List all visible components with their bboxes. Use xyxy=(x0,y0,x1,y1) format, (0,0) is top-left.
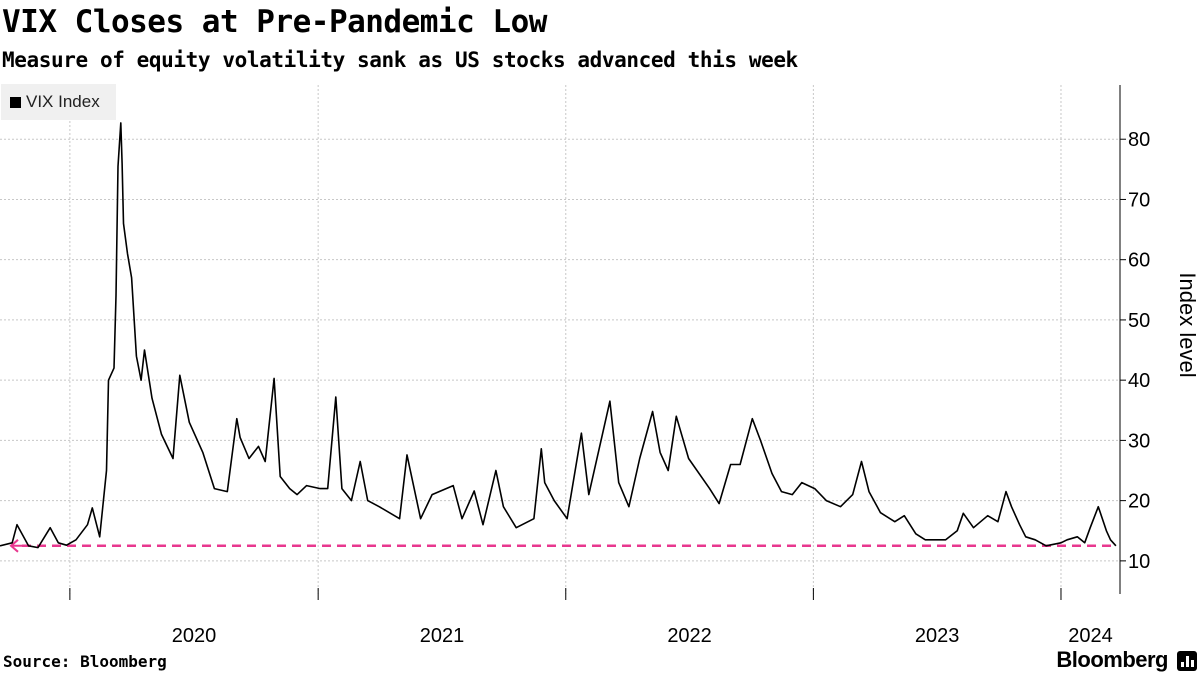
source-note: Source: Bloomberg xyxy=(3,652,167,671)
x-axis-tick-labels: 2020 2021 2022 2023 2024 xyxy=(172,625,1113,647)
bloomberg-bars-icon xyxy=(1177,651,1197,671)
y-tick-label-70: 70 xyxy=(1128,189,1150,211)
y-tick-label-10: 10 xyxy=(1128,551,1150,573)
x-tick-label-2021: 2021 xyxy=(420,625,465,647)
x-axis-year-ticks xyxy=(69,588,1062,600)
legend: VIX Index xyxy=(1,84,116,120)
chart-title: VIX Closes at Pre-Pandemic Low xyxy=(2,4,547,40)
y-tick-label-60: 60 xyxy=(1128,250,1150,272)
y-tick-label-80: 80 xyxy=(1128,129,1150,151)
brand-logo-text: Bloomberg xyxy=(1056,647,1168,672)
x-tick-label-2022: 2022 xyxy=(667,625,712,647)
legend-label: VIX Index xyxy=(26,92,100,111)
y-tick-label-40: 40 xyxy=(1128,370,1150,392)
y-axis-ticks xyxy=(1120,138,1126,562)
vix-index-series-line xyxy=(0,122,1117,549)
y-tick-label-30: 30 xyxy=(1128,430,1150,452)
y-axis-tick-labels: 10 20 30 40 50 60 70 80 xyxy=(1128,129,1150,573)
x-tick-label-2023: 2023 xyxy=(915,625,960,647)
y-axis-label: Index level xyxy=(1175,272,1200,377)
reference-arrow-icon xyxy=(9,539,24,553)
y-tick-label-20: 20 xyxy=(1128,491,1150,513)
y-tick-label-50: 50 xyxy=(1128,310,1150,332)
legend-swatch-icon xyxy=(10,96,21,108)
chart-gridlines xyxy=(0,85,1120,594)
x-tick-label-2024: 2024 xyxy=(1068,625,1113,647)
chart-subtitle: Measure of equity volatility sank as US … xyxy=(2,48,798,72)
x-tick-label-2020: 2020 xyxy=(172,625,217,647)
